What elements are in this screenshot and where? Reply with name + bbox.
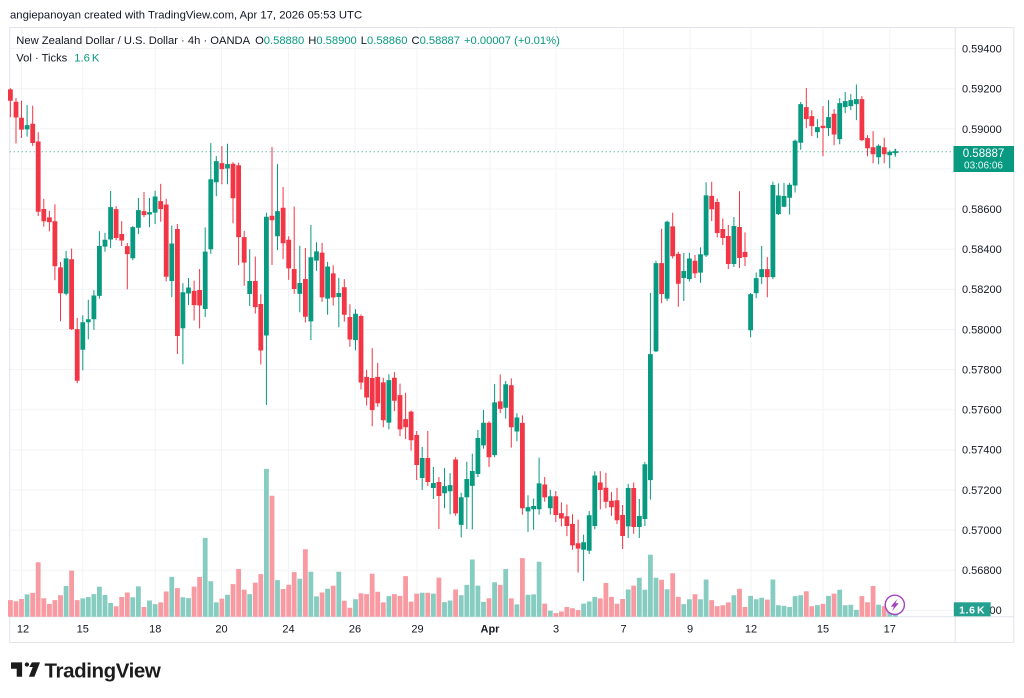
svg-text:26: 26: [349, 624, 361, 636]
svg-text:0.57200: 0.57200: [962, 485, 1002, 497]
svg-text:12: 12: [17, 624, 29, 636]
svg-text:0.59400: 0.59400: [962, 44, 1002, 56]
svg-text:15: 15: [77, 624, 89, 636]
svg-text:0.58000: 0.58000: [962, 324, 1002, 336]
svg-text:0.57800: 0.57800: [962, 365, 1002, 377]
svg-text:0.58200: 0.58200: [962, 284, 1002, 296]
svg-text:0.57400: 0.57400: [962, 445, 1002, 457]
svg-text:12: 12: [745, 624, 757, 636]
svg-text:29: 29: [411, 624, 423, 636]
svg-text:0.59200: 0.59200: [962, 84, 1002, 96]
svg-text:0.59000: 0.59000: [962, 124, 1002, 136]
svg-text:0.57000: 0.57000: [962, 525, 1002, 537]
svg-text:0.58400: 0.58400: [962, 244, 1002, 256]
svg-text:03:06:06: 03:06:06: [964, 161, 1003, 172]
svg-text:24: 24: [282, 624, 294, 636]
svg-text:TradingView: TradingView: [45, 659, 161, 682]
svg-text:15: 15: [817, 624, 829, 636]
svg-text:20: 20: [215, 624, 227, 636]
svg-text:1.6 K: 1.6 K: [959, 604, 985, 616]
svg-text:New Zealand Dollar / U.S. Doll: New Zealand Dollar / U.S. Dollar · 4h · …: [16, 35, 560, 47]
svg-text:18: 18: [149, 624, 161, 636]
svg-text:0.57600: 0.57600: [962, 405, 1002, 417]
svg-text:3: 3: [553, 624, 559, 636]
svg-text:9: 9: [687, 624, 693, 636]
svg-text:0.58887: 0.58887: [963, 148, 1005, 160]
svg-text:7: 7: [620, 624, 626, 636]
svg-text:17: 17: [884, 624, 896, 636]
svg-text:0.56800: 0.56800: [962, 565, 1002, 577]
svg-text:0.58600: 0.58600: [962, 204, 1002, 216]
svg-text:Apr: Apr: [481, 624, 501, 636]
svg-text:angiepanoyan created with Trad: angiepanoyan created with TradingView.co…: [10, 9, 362, 21]
